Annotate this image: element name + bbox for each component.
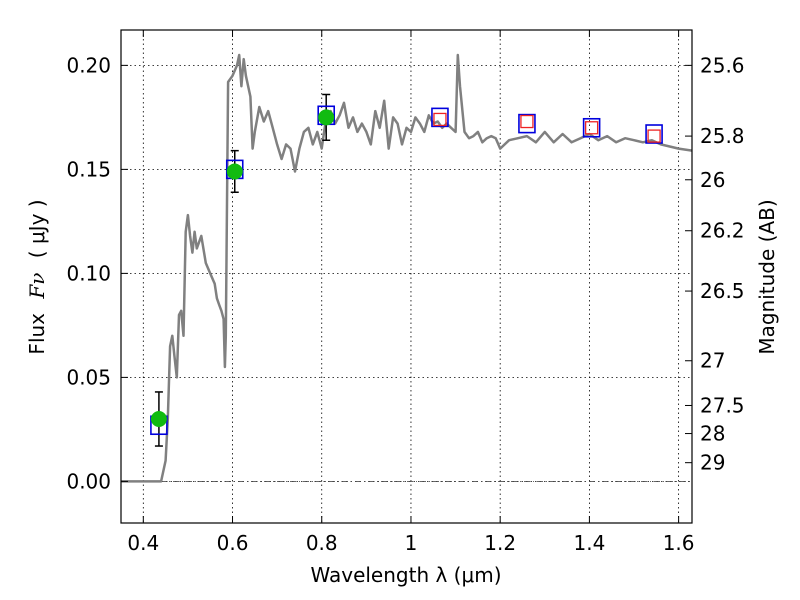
x-axis-label: Wavelength λ (μm) [310, 563, 501, 587]
y-tick-label: 0.15 [66, 157, 111, 181]
y2-tick-label: 26.5 [700, 279, 745, 303]
y2-tick-label: 26 [700, 168, 725, 192]
y2-tick-label: 28 [700, 422, 725, 446]
model-box-marker [431, 107, 449, 128]
y-axis-label-symbol: Fν [25, 273, 49, 300]
y2-tick-label: 25.8 [700, 124, 745, 148]
y2-tick-label: 27 [700, 349, 725, 373]
y2-tick-label: 29 [700, 451, 725, 475]
predicted-box-marker [433, 112, 447, 127]
detection-point [150, 410, 167, 427]
detection-point [318, 109, 335, 126]
grid [121, 30, 692, 523]
y-tick-label: 0.05 [66, 365, 111, 389]
x-tick-label: 0.4 [127, 531, 159, 555]
x-tick-label: 0.8 [306, 531, 338, 555]
sed-line [121, 53, 693, 483]
y-axis-label-unit: ( μJy ) [25, 199, 49, 258]
y-tick-label: 0.20 [66, 53, 111, 77]
y-axis-label: Flux Fν ( μJy ) [25, 199, 49, 354]
x-axis: 0.4 0.6 0.8 1 1.2 1.4 1.6 [127, 30, 695, 555]
y2-axis-label: Magnitude (AB) [755, 199, 779, 354]
y2-axis: 25.6 25.8 26 26.2 26.5 27 27.5 28 29 [685, 53, 745, 475]
y-axis-label-text: Flux [25, 313, 49, 355]
predicted-box-marker [584, 121, 599, 135]
x-tick-label: 0.6 [217, 531, 249, 555]
y2-tick-label: 25.6 [700, 53, 745, 77]
y2-tick-label: 27.5 [700, 393, 745, 417]
detection-point [226, 163, 243, 180]
y-tick-label: 0.10 [66, 261, 111, 285]
predicted-box-marker [647, 129, 661, 143]
x-tick-label: 1 [405, 531, 418, 555]
plot-area [121, 53, 693, 483]
y-tick-label: 0.00 [66, 469, 111, 493]
plot-frame [120, 29, 693, 524]
model-box-marker [645, 124, 663, 144]
model-box-marker [582, 117, 601, 138]
x-tick-label: 1.2 [484, 531, 516, 555]
x-tick-label: 1.6 [663, 531, 695, 555]
x-tick-label: 1.4 [573, 531, 605, 555]
model-box-marker [518, 113, 536, 134]
y2-tick-label: 26.2 [700, 219, 745, 243]
y-axis: 0.00 0.05 0.10 0.15 0.20 [66, 53, 128, 493]
predicted-box-marker [520, 114, 534, 129]
